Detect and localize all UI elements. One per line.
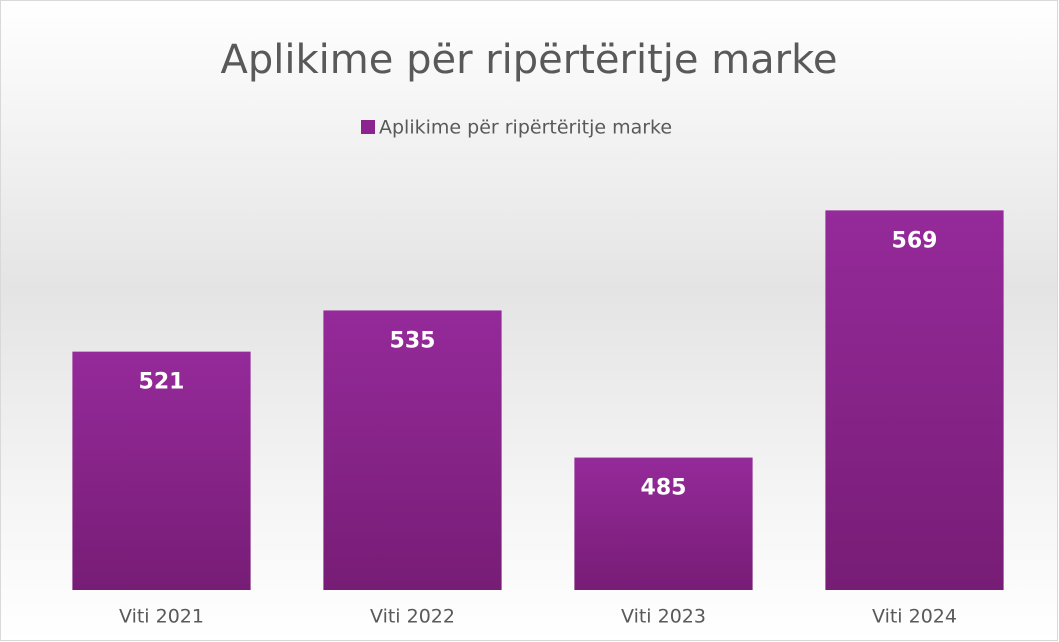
bar [72,351,251,590]
bar [323,310,502,590]
legend-label: Aplikime për ripërtëritje marke [379,117,672,139]
x-tick-label: Viti 2021 [119,606,204,628]
bar [825,210,1004,590]
x-tick-label: Viti 2022 [370,606,455,628]
data-label: 521 [139,370,185,395]
data-label: 569 [892,228,938,253]
x-tick-label: Viti 2023 [621,606,706,628]
chart-title: Aplikime për ripërtëritje marke [221,37,838,83]
x-tick-label: Viti 2024 [872,606,957,628]
bar [574,457,753,590]
data-label: 485 [641,476,687,501]
data-label: 535 [390,328,436,353]
legend-swatch [361,120,375,134]
